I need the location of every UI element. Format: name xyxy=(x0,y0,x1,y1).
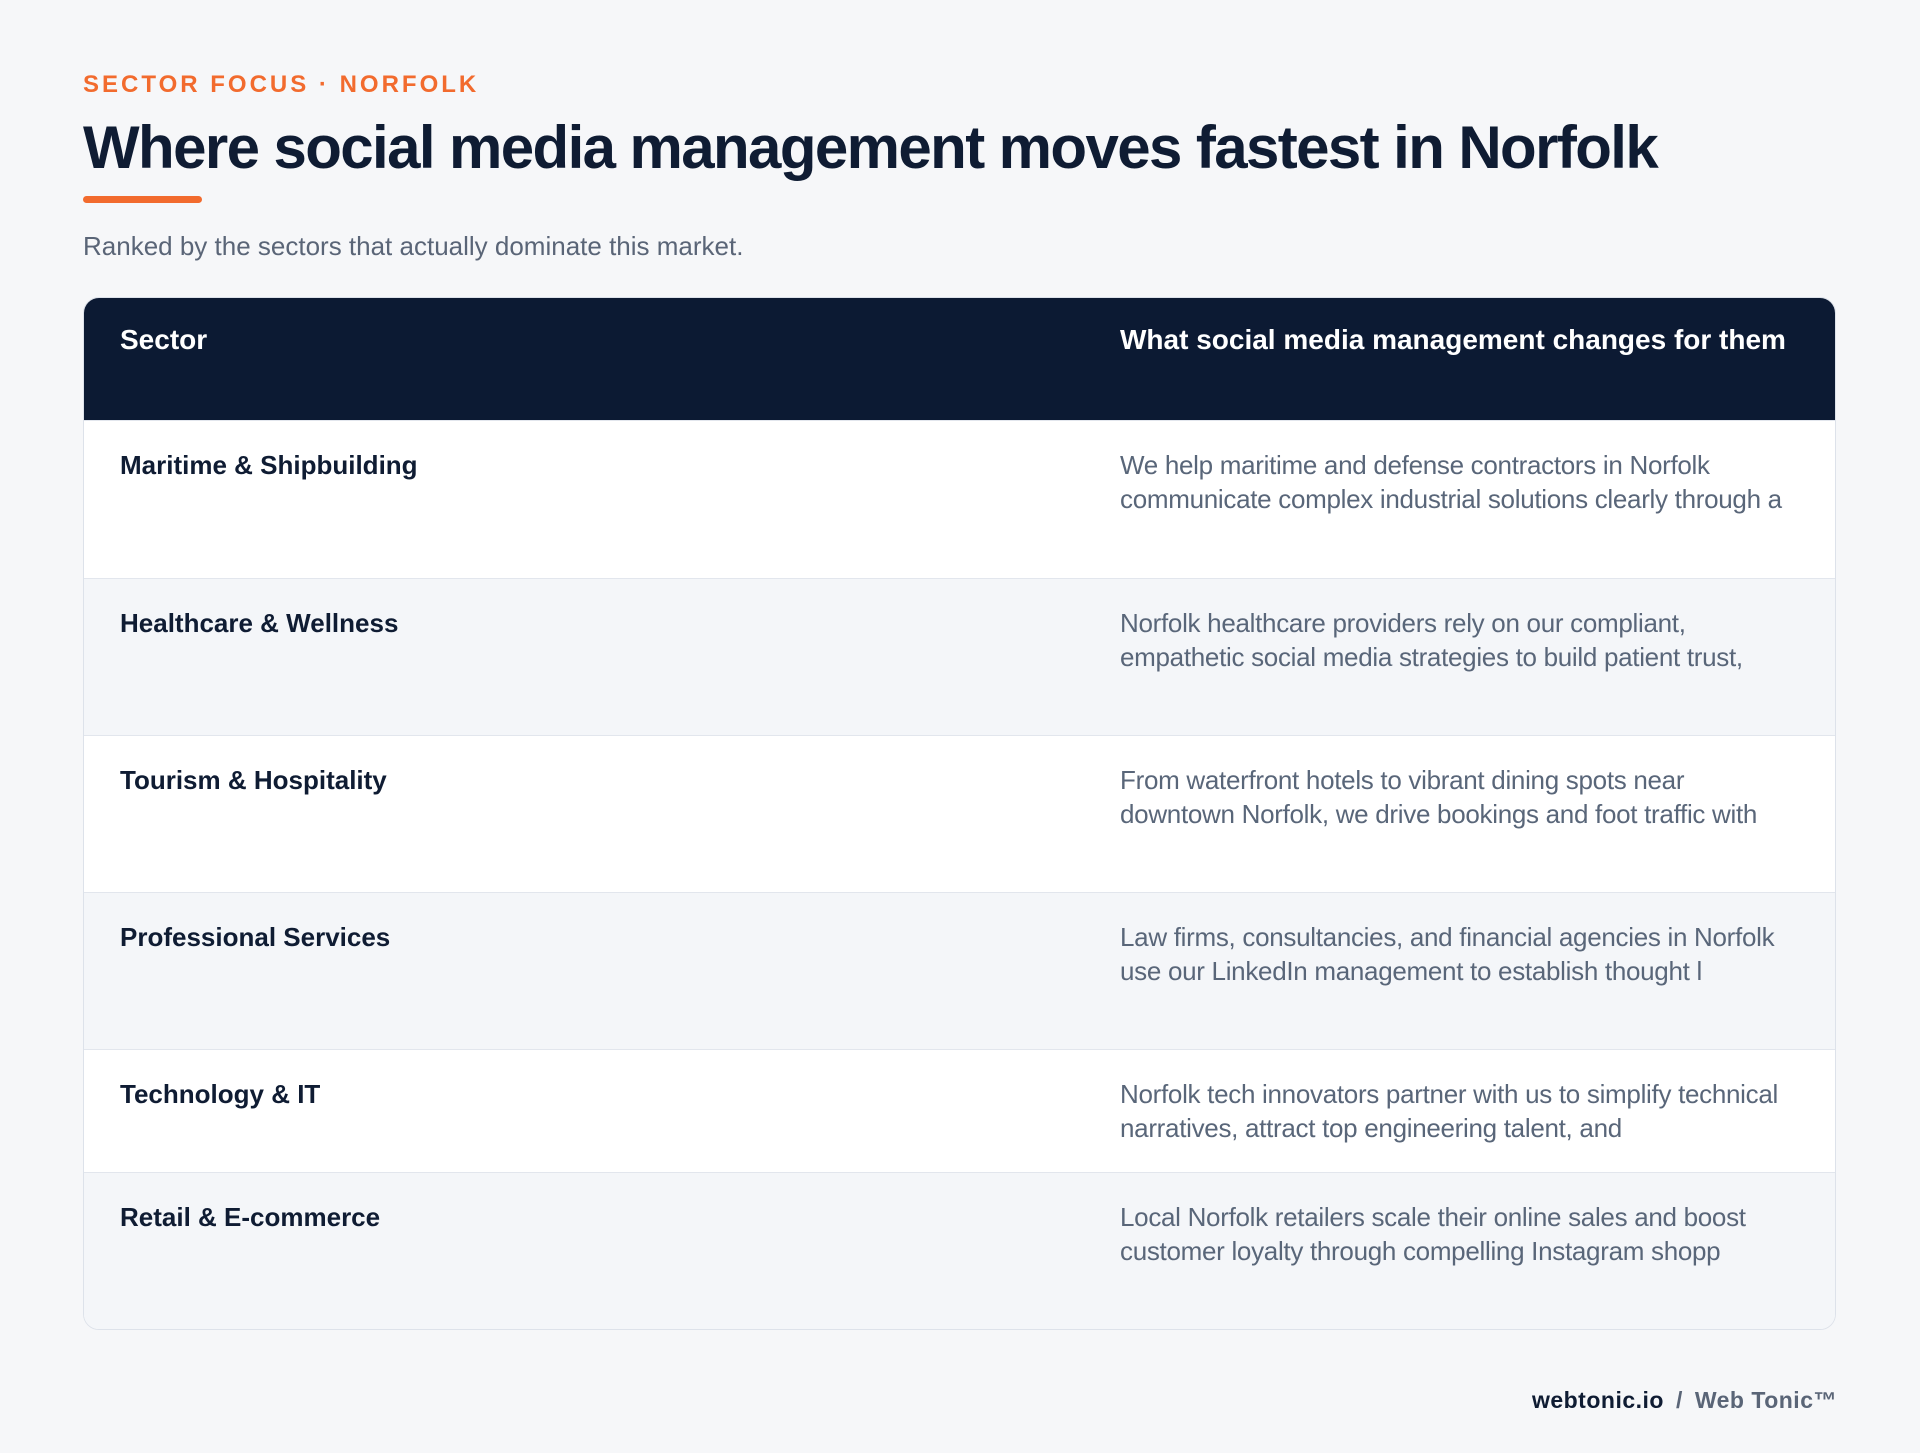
table-row: Healthcare & Wellness Norfolk healthcare… xyxy=(84,578,1835,735)
title-accent-divider xyxy=(83,196,202,203)
eyebrow-label: SECTOR FOCUS · NORFOLK xyxy=(83,71,480,98)
sector-description: Norfolk healthcare providers rely on our… xyxy=(1120,608,1743,672)
sector-name: Healthcare & Wellness xyxy=(120,608,399,638)
table-row: Maritime & Shipbuilding We help maritime… xyxy=(84,420,1835,578)
sector-description: Law firms, consultancies, and financial … xyxy=(1120,922,1775,986)
sector-name: Tourism & Hospitality xyxy=(120,765,387,795)
sector-name: Professional Services xyxy=(120,922,391,952)
sector-description: From waterfront hotels to vibrant dining… xyxy=(1120,765,1758,829)
sector-name: Maritime & Shipbuilding xyxy=(120,450,418,480)
sector-description: We help maritime and defense contractors… xyxy=(1120,450,1782,514)
table-row: Professional Services Law firms, consult… xyxy=(84,892,1835,1049)
column-header-sector: Sector xyxy=(120,324,208,355)
page: SECTOR FOCUS · NORFOLK Where social medi… xyxy=(83,70,1836,1330)
sector-table: Sector What social media management chan… xyxy=(83,297,1836,1330)
footer-separator: / xyxy=(1675,1387,1683,1413)
sector-description: Norfolk tech innovators partner with us … xyxy=(1120,1079,1778,1143)
table-row: Retail & E-commerce Local Norfolk retail… xyxy=(84,1172,1835,1329)
table-row: Technology & IT Norfolk tech innovators … xyxy=(84,1049,1835,1172)
sector-description: Local Norfolk retailers scale their onli… xyxy=(1120,1202,1746,1266)
sector-name: Retail & E-commerce xyxy=(120,1202,381,1232)
footer-domain-link[interactable]: webtonic.io xyxy=(1531,1387,1664,1413)
table-row: Tourism & Hospitality From waterfront ho… xyxy=(84,735,1835,892)
footer-brand: Web Tonic™ xyxy=(1694,1387,1837,1413)
footer-credit: webtonic.io / Web Tonic™ xyxy=(1532,1385,1837,1415)
table-header: Sector What social media management chan… xyxy=(84,298,1835,420)
column-header-changes: What social media management changes for… xyxy=(1120,324,1786,355)
page-title: Where social media management moves fast… xyxy=(83,114,1659,181)
page-subtitle: Ranked by the sectors that actually domi… xyxy=(83,231,744,261)
sector-name: Technology & IT xyxy=(120,1079,321,1109)
